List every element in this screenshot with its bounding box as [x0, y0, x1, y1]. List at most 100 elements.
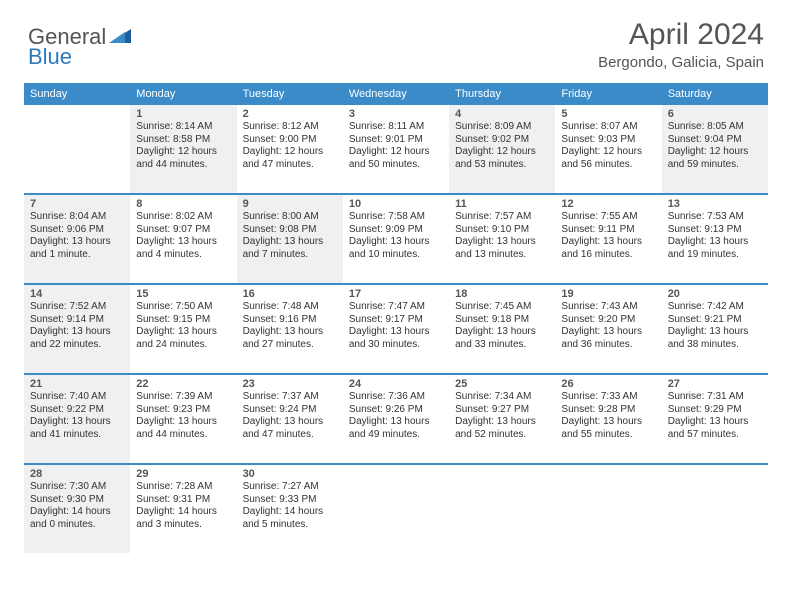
calendar-body: 1Sunrise: 8:14 AMSunset: 8:58 PMDaylight… [24, 105, 768, 553]
location-text: Bergondo, Galicia, Spain [598, 54, 764, 71]
day-cell: 19Sunrise: 7:43 AMSunset: 9:20 PMDayligh… [555, 285, 661, 373]
day-cell: 9Sunrise: 8:00 AMSunset: 9:08 PMDaylight… [237, 195, 343, 283]
day-number: 11 [455, 198, 549, 210]
calendar-cell: 7Sunrise: 8:04 AMSunset: 9:06 PMDaylight… [24, 195, 130, 283]
sunset-line: Sunset: 9:22 PM [30, 404, 124, 417]
day-number: 26 [561, 378, 655, 390]
calendar-cell [662, 465, 768, 553]
sunrise-line: Sunrise: 7:42 AM [668, 301, 762, 314]
sunrise-line: Sunrise: 7:37 AM [243, 391, 337, 404]
daylight-line: Daylight: 12 hours and 56 minutes. [561, 146, 655, 171]
daylight-line: Daylight: 13 hours and 7 minutes. [243, 236, 337, 261]
calendar-cell: 24Sunrise: 7:36 AMSunset: 9:26 PMDayligh… [343, 375, 449, 463]
daylight-line: Daylight: 13 hours and 1 minute. [30, 236, 124, 261]
daylight-line: Daylight: 13 hours and 16 minutes. [561, 236, 655, 261]
day-number: 4 [455, 108, 549, 120]
sunset-line: Sunset: 9:14 PM [30, 314, 124, 327]
weekday-header: Saturday [662, 83, 768, 105]
daylight-line: Daylight: 12 hours and 44 minutes. [136, 146, 230, 171]
sunrise-line: Sunrise: 8:00 AM [243, 211, 337, 224]
day-cell: 25Sunrise: 7:34 AMSunset: 9:27 PMDayligh… [449, 375, 555, 463]
sunrise-line: Sunrise: 7:28 AM [136, 481, 230, 494]
day-number: 9 [243, 198, 337, 210]
sunrise-line: Sunrise: 7:45 AM [455, 301, 549, 314]
day-cell: 15Sunrise: 7:50 AMSunset: 9:15 PMDayligh… [130, 285, 236, 373]
daylight-line: Daylight: 13 hours and 47 minutes. [243, 416, 337, 441]
sunrise-line: Sunrise: 7:43 AM [561, 301, 655, 314]
day-cell: 26Sunrise: 7:33 AMSunset: 9:28 PMDayligh… [555, 375, 661, 463]
daylight-line: Daylight: 13 hours and 4 minutes. [136, 236, 230, 261]
calendar-header-row: SundayMondayTuesdayWednesdayThursdayFrid… [24, 83, 768, 105]
day-number: 30 [243, 468, 337, 480]
daylight-line: Daylight: 14 hours and 0 minutes. [30, 506, 124, 531]
sunset-line: Sunset: 9:07 PM [136, 224, 230, 237]
day-number: 15 [136, 288, 230, 300]
calendar-cell [24, 105, 130, 193]
day-cell: 18Sunrise: 7:45 AMSunset: 9:18 PMDayligh… [449, 285, 555, 373]
calendar-cell: 25Sunrise: 7:34 AMSunset: 9:27 PMDayligh… [449, 375, 555, 463]
day-cell: 16Sunrise: 7:48 AMSunset: 9:16 PMDayligh… [237, 285, 343, 373]
day-number: 21 [30, 378, 124, 390]
sunset-line: Sunset: 9:31 PM [136, 494, 230, 507]
title-block: April 2024 Bergondo, Galicia, Spain [598, 18, 764, 71]
calendar-cell: 10Sunrise: 7:58 AMSunset: 9:09 PMDayligh… [343, 195, 449, 283]
calendar-week-row: 21Sunrise: 7:40 AMSunset: 9:22 PMDayligh… [24, 375, 768, 463]
sunset-line: Sunset: 9:23 PM [136, 404, 230, 417]
sunset-line: Sunset: 9:17 PM [349, 314, 443, 327]
calendar-cell: 20Sunrise: 7:42 AMSunset: 9:21 PMDayligh… [662, 285, 768, 373]
day-number: 24 [349, 378, 443, 390]
daylight-line: Daylight: 13 hours and 36 minutes. [561, 326, 655, 351]
sunset-line: Sunset: 9:06 PM [30, 224, 124, 237]
day-number: 8 [136, 198, 230, 210]
day-cell: 3Sunrise: 8:11 AMSunset: 9:01 PMDaylight… [343, 105, 449, 193]
day-cell: 10Sunrise: 7:58 AMSunset: 9:09 PMDayligh… [343, 195, 449, 283]
daylight-line: Daylight: 12 hours and 59 minutes. [668, 146, 762, 171]
day-cell: 29Sunrise: 7:28 AMSunset: 9:31 PMDayligh… [130, 465, 236, 553]
calendar-cell: 19Sunrise: 7:43 AMSunset: 9:20 PMDayligh… [555, 285, 661, 373]
sunrise-line: Sunrise: 7:36 AM [349, 391, 443, 404]
sunset-line: Sunset: 9:24 PM [243, 404, 337, 417]
daylight-line: Daylight: 13 hours and 41 minutes. [30, 416, 124, 441]
weekday-header: Thursday [449, 83, 555, 105]
calendar-cell: 30Sunrise: 7:27 AMSunset: 9:33 PMDayligh… [237, 465, 343, 553]
calendar-cell [555, 465, 661, 553]
calendar-week-row: 14Sunrise: 7:52 AMSunset: 9:14 PM Dayligh… [24, 285, 768, 373]
calendar-table: SundayMondayTuesdayWednesdayThursdayFrid… [24, 83, 768, 553]
calendar-cell: 13Sunrise: 7:53 AMSunset: 9:13 PMDayligh… [662, 195, 768, 283]
day-number: 14 [30, 288, 124, 300]
daylight-line: Daylight: 12 hours and 50 minutes. [349, 146, 443, 171]
day-cell: 23Sunrise: 7:37 AMSunset: 9:24 PMDayligh… [237, 375, 343, 463]
sunrise-line: Sunrise: 7:57 AM [455, 211, 549, 224]
daylight-line: Daylight: 13 hours and 57 minutes. [668, 416, 762, 441]
calendar-cell: 11Sunrise: 7:57 AMSunset: 9:10 PMDayligh… [449, 195, 555, 283]
sunset-line: Sunset: 9:27 PM [455, 404, 549, 417]
sunrise-line: Sunrise: 7:34 AM [455, 391, 549, 404]
day-number: 2 [243, 108, 337, 120]
weekday-header: Sunday [24, 83, 130, 105]
calendar-cell: 3Sunrise: 8:11 AMSunset: 9:01 PMDaylight… [343, 105, 449, 193]
sunset-line: Sunset: 9:10 PM [455, 224, 549, 237]
day-cell: 21Sunrise: 7:40 AMSunset: 9:22 PMDayligh… [24, 375, 130, 463]
sunset-line: Sunset: 9:00 PM [243, 134, 337, 147]
calendar-week-row: 7Sunrise: 8:04 AMSunset: 9:06 PMDaylight… [24, 195, 768, 283]
daylight-line: Daylight: 14 hours and 5 minutes. [243, 506, 337, 531]
day-cell: 5Sunrise: 8:07 AMSunset: 9:03 PMDaylight… [555, 105, 661, 193]
sunrise-line: Sunrise: 7:52 AM [30, 301, 124, 314]
calendar-cell: 6Sunrise: 8:05 AMSunset: 9:04 PMDaylight… [662, 105, 768, 193]
day-cell: 13Sunrise: 7:53 AMSunset: 9:13 PMDayligh… [662, 195, 768, 283]
calendar-cell [343, 465, 449, 553]
sunrise-line: Sunrise: 8:05 AM [668, 121, 762, 134]
sunrise-line: Sunrise: 8:09 AM [455, 121, 549, 134]
day-cell: 17Sunrise: 7:47 AMSunset: 9:17 PMDayligh… [343, 285, 449, 373]
sunset-line: Sunset: 9:29 PM [668, 404, 762, 417]
day-number: 1 [136, 108, 230, 120]
page-title: April 2024 [598, 18, 764, 52]
day-number: 18 [455, 288, 549, 300]
weekday-header: Monday [130, 83, 236, 105]
daylight-line: Daylight: 13 hours and 24 minutes. [136, 326, 230, 351]
calendar-cell: 26Sunrise: 7:33 AMSunset: 9:28 PMDayligh… [555, 375, 661, 463]
calendar-cell: 17Sunrise: 7:47 AMSunset: 9:17 PMDayligh… [343, 285, 449, 373]
day-number: 19 [561, 288, 655, 300]
day-number: 27 [668, 378, 762, 390]
day-number: 12 [561, 198, 655, 210]
